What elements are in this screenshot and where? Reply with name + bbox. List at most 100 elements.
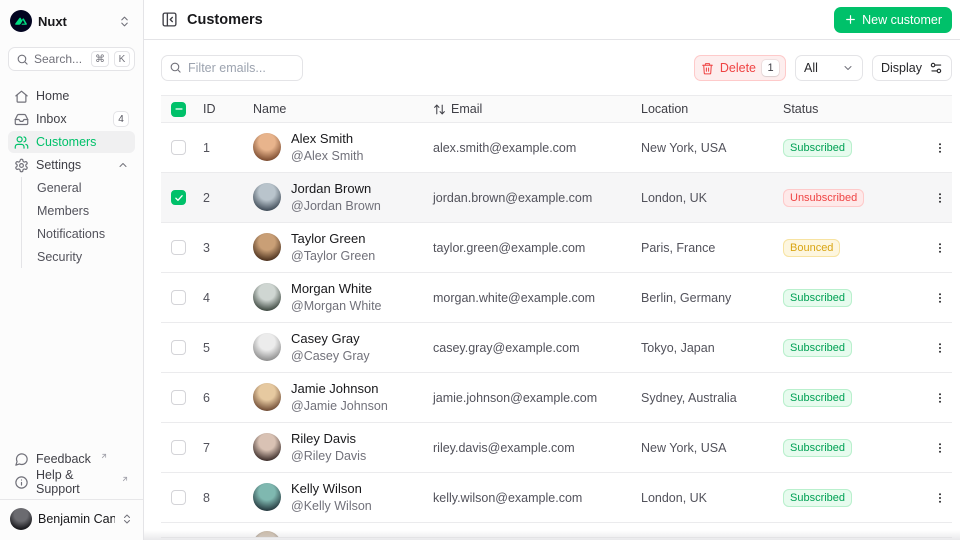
sidebar-item-feedback[interactable]: Feedback bbox=[8, 448, 135, 470]
sidebar-item-help-support[interactable]: Help & Support bbox=[8, 468, 135, 496]
table-row[interactable]: 3 Taylor Green @Taylor Green taylor.gree… bbox=[161, 223, 952, 273]
cell-location: New York, USA bbox=[641, 140, 727, 155]
sidebar-item-settings[interactable]: Settings bbox=[8, 154, 135, 176]
row-actions-button[interactable] bbox=[931, 339, 949, 357]
cell-email: taylor.green@example.com bbox=[433, 240, 586, 255]
column-header-id: ID bbox=[203, 102, 216, 116]
nuxt-logo-icon bbox=[10, 10, 32, 32]
row-checkbox[interactable] bbox=[171, 290, 186, 305]
row-actions-button[interactable] bbox=[931, 439, 949, 457]
cell-location: Berlin, Germany bbox=[641, 290, 732, 305]
row-actions-button[interactable] bbox=[931, 289, 949, 307]
display-button[interactable]: Display bbox=[872, 55, 952, 81]
sidebar-item-label: Customers bbox=[36, 135, 97, 149]
cell-name: Taylor Green bbox=[291, 230, 366, 246]
cell-name: Jordan Brown bbox=[291, 180, 372, 196]
chevron-down-icon bbox=[842, 62, 854, 74]
cell-handle: @Taylor Green bbox=[291, 248, 376, 263]
sidebar-item-inbox[interactable]: Inbox 4 bbox=[8, 108, 135, 130]
toolbar-actions: Delete 1 All Display bbox=[693, 55, 952, 81]
column-header-email[interactable]: Email bbox=[433, 102, 641, 116]
sidebar-item-label: Feedback bbox=[36, 452, 91, 466]
cell-id: 3 bbox=[203, 240, 210, 255]
sidebar-item-label: Settings bbox=[36, 158, 82, 172]
cell-email: riley.davis@example.com bbox=[433, 440, 575, 455]
search-icon bbox=[169, 61, 182, 74]
table-row[interactable]: 1 Alex Smith @Alex Smith alex.smith@exam… bbox=[161, 123, 952, 173]
filter-emails-input[interactable] bbox=[161, 55, 303, 81]
sidebar-item-label: Help & Support bbox=[36, 468, 80, 496]
cell-id: 1 bbox=[203, 140, 210, 155]
table-row[interactable]: 6 Jamie Johnson @Jamie Johnson jamie.joh… bbox=[161, 373, 952, 423]
sidebar-item-general[interactable]: General bbox=[37, 181, 82, 195]
cell-id: 5 bbox=[203, 340, 210, 355]
new-customer-label: New customer bbox=[862, 12, 942, 27]
kbd-k: K bbox=[114, 51, 130, 67]
status-badge: Bounced bbox=[783, 238, 841, 257]
table-body: 1 Alex Smith @Alex Smith alex.smith@exam… bbox=[161, 123, 952, 523]
sidebar-item-security[interactable]: Security bbox=[37, 250, 83, 264]
cell-id: 4 bbox=[203, 290, 210, 305]
customers-table: ID Name Email Location Status 1 bbox=[161, 95, 952, 538]
status-badge: Subscribed bbox=[783, 388, 853, 407]
status-filter-value: All bbox=[804, 61, 818, 75]
workspace-switcher[interactable]: Nuxt bbox=[8, 8, 135, 34]
select-all-checkbox[interactable] bbox=[171, 101, 186, 117]
avatar bbox=[253, 233, 281, 262]
sidebar-item-home[interactable]: Home bbox=[8, 85, 135, 107]
settings-submenu: General Members Notifications Security bbox=[21, 177, 135, 268]
row-checkbox[interactable] bbox=[171, 490, 186, 505]
avatar bbox=[253, 433, 281, 462]
cell-email: jamie.johnson@example.com bbox=[433, 390, 598, 405]
table-row[interactable]: 2 Jordan Brown @Jordan Brown jordan.brow… bbox=[161, 173, 952, 223]
row-checkbox[interactable] bbox=[171, 340, 186, 355]
user-name: Benjamin Canac bbox=[38, 512, 115, 526]
delete-count-badge: 1 bbox=[762, 60, 779, 76]
cell-handle: @Jordan Brown bbox=[291, 198, 381, 213]
row-checkbox[interactable] bbox=[171, 240, 186, 255]
row-actions-button[interactable] bbox=[931, 489, 949, 507]
search-icon bbox=[16, 53, 29, 66]
filter-email-field bbox=[161, 55, 303, 81]
sidebar-item-label: Inbox bbox=[36, 112, 67, 126]
avatar bbox=[253, 133, 281, 162]
user-menu[interactable]: Benjamin Canac bbox=[8, 500, 135, 532]
cell-location: London, UK bbox=[641, 190, 708, 205]
sidebar-item-label: Home bbox=[36, 89, 70, 103]
row-actions-button[interactable] bbox=[931, 239, 949, 257]
table-row[interactable]: 7 Riley Davis @Riley Davis riley.davis@e… bbox=[161, 423, 952, 473]
cell-location: Paris, France bbox=[641, 240, 716, 255]
status-badge: Subscribed bbox=[783, 438, 853, 457]
row-checkbox[interactable] bbox=[171, 140, 186, 155]
cell-id: 8 bbox=[203, 490, 210, 505]
cell-id: 7 bbox=[203, 440, 210, 455]
row-actions-button[interactable] bbox=[931, 139, 949, 157]
sidebar-item-notifications[interactable]: Notifications bbox=[37, 227, 106, 241]
sidebar-item-members[interactable]: Members bbox=[37, 204, 90, 218]
row-actions-button[interactable] bbox=[931, 189, 949, 207]
status-badge: Subscribed bbox=[783, 138, 853, 157]
row-checkbox[interactable] bbox=[171, 190, 186, 205]
table-row[interactable]: 5 Casey Gray @Casey Gray casey.gray@exam… bbox=[161, 323, 952, 373]
external-link-icon bbox=[100, 452, 108, 460]
chevrons-up-down-icon bbox=[121, 513, 133, 525]
collapse-sidebar-icon[interactable] bbox=[161, 11, 178, 28]
delete-button[interactable]: Delete 1 bbox=[693, 55, 786, 81]
search-input[interactable]: Search... ⌘ K bbox=[8, 47, 135, 71]
message-bubble-icon bbox=[14, 452, 29, 467]
cell-id: 6 bbox=[203, 390, 210, 405]
status-badge: Unsubscribed bbox=[783, 188, 865, 207]
external-link-icon bbox=[121, 475, 129, 483]
row-checkbox[interactable] bbox=[171, 440, 186, 455]
cell-email: kelly.wilson@example.com bbox=[433, 490, 583, 505]
sidebar-item-customers[interactable]: Customers bbox=[8, 131, 135, 153]
table-row[interactable]: 8 Kelly Wilson @Kelly Wilson kelly.wilso… bbox=[161, 473, 952, 523]
cell-handle: @Morgan White bbox=[291, 298, 382, 313]
avatar bbox=[253, 531, 281, 537]
avatar bbox=[253, 383, 281, 412]
row-checkbox[interactable] bbox=[171, 390, 186, 405]
new-customer-button[interactable]: New customer bbox=[834, 6, 952, 33]
row-actions-button[interactable] bbox=[931, 389, 949, 407]
status-filter-select[interactable]: All bbox=[795, 55, 863, 81]
table-row[interactable]: 4 Morgan White @Morgan White morgan.whit… bbox=[161, 273, 952, 323]
